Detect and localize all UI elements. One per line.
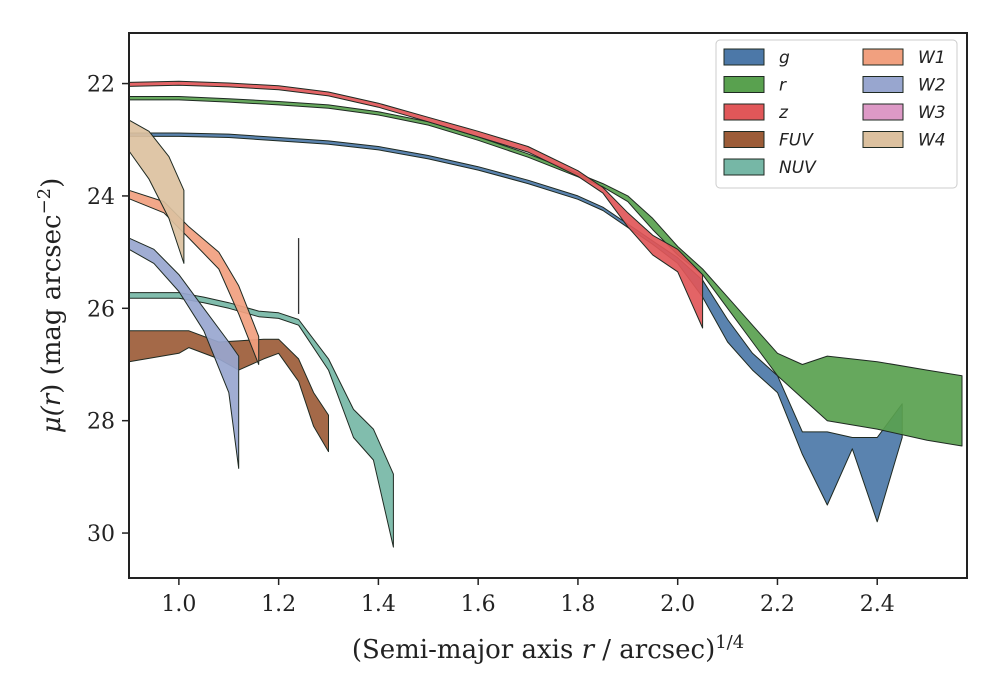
legend-label-z: z [778,103,789,123]
x-axis-label: (Semi-major axis r / arcsec)1/4 [352,632,744,665]
legend-swatch-z [723,103,765,121]
legend-swatch-NUV [723,158,765,176]
band-r [128,96,963,447]
legend-label-FUV: FUV [779,131,814,151]
series-bands [128,80,963,548]
x-tick-label: 1.4 [361,592,396,617]
legend-label-W3: W3 [918,103,946,123]
y-axis-label-main: μ( [37,405,67,433]
legend-label-W2: W2 [918,76,946,96]
y-axis-label-exponent: −2 [34,188,55,215]
x-axis-label-tail: / arcsec) [594,635,715,665]
y-tick-label: 26 [87,297,115,322]
legend-swatch-W2 [862,76,904,93]
y-tick-label: 24 [87,185,115,210]
y-tick-label: 30 [87,522,115,547]
x-tick-label: 2.0 [660,592,695,617]
legend-label-NUV: NUV [779,158,817,178]
x-tick-label: 2.2 [760,592,795,617]
x-tick-label: 1.2 [261,592,296,617]
legend-label-r: r [779,76,787,96]
band-NUV [128,292,394,548]
y-tick-label: 28 [87,410,115,435]
legend-label-g: g [779,48,790,68]
band-W4 [128,119,185,264]
y-tick-label: 22 [87,73,115,98]
band-W2 [128,237,240,469]
legend-label-W1: W1 [918,48,946,68]
x-axis-ticks: 1.0 1.2 1.4 1.6 1.8 2.0 2.2 2.4 [161,578,895,617]
legend-swatch-W4 [862,131,904,148]
x-tick-label: 1.8 [560,592,595,617]
y-axis-label: μ(r) (mag arcsec−2) [34,178,67,434]
legend-swatch-g [723,48,765,66]
x-tick-label: 2.4 [860,592,895,617]
y-axis-label-tail: ) (mag arcsec [37,214,67,393]
band-g [128,132,903,523]
band-z [128,80,704,329]
legend-swatch-W1 [862,48,904,66]
legend-label-W4: W4 [918,131,946,151]
band-W1 [128,189,260,365]
x-axis-label-variable: r [582,635,596,665]
x-tick-label: 1.0 [161,592,196,617]
y-axis-label-variable: r [37,392,67,406]
x-axis-label-main: (Semi-major axis [352,635,582,665]
plot-frame [128,32,968,579]
legend: grz FUV NUV W1 W2 W3 W4 [715,39,958,189]
legend-swatch-W3 [862,103,904,121]
legend-swatch-FUV [723,131,765,148]
legend-swatch-r [723,76,765,93]
x-tick-label: 1.6 [461,592,496,617]
y-axis-ticks: 22 24 26 28 30 [87,73,129,547]
x-axis-label-exponent: 1/4 [715,632,744,653]
y-axis-label-close: ) [37,178,67,188]
